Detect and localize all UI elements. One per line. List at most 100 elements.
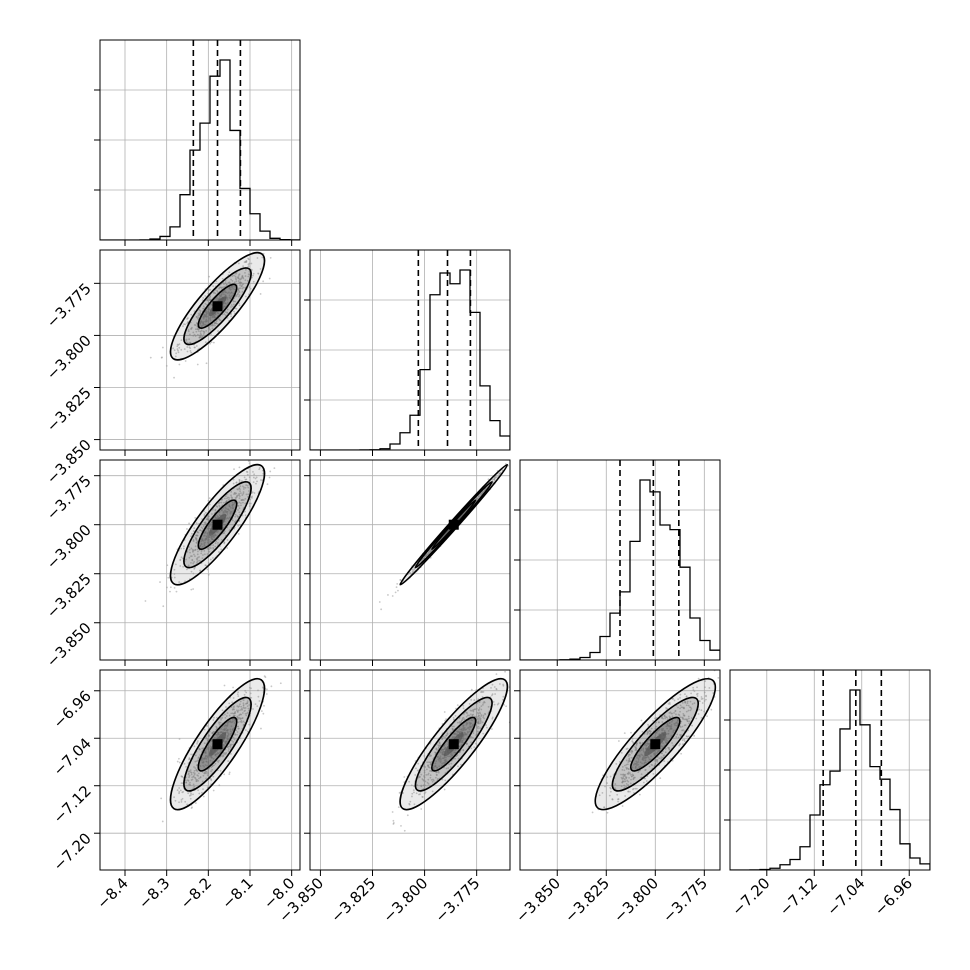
- sample-point: [226, 283, 228, 286]
- sample-point: [208, 289, 210, 291]
- sample-point: [253, 473, 256, 476]
- sample-point: [205, 537, 208, 540]
- sample-point: [629, 772, 631, 775]
- y-tick-label: −3.775: [43, 279, 95, 331]
- sample-point: [478, 707, 481, 709]
- y-tick-label: −7.12: [50, 782, 95, 827]
- histogram-panel: [94, 39, 301, 246]
- sample-point: [652, 772, 655, 775]
- sample-point: [225, 751, 228, 754]
- sample-point: [661, 721, 664, 723]
- sample-point: [625, 759, 628, 762]
- sample-point: [215, 540, 218, 543]
- sample-point: [641, 754, 644, 757]
- sample-point: [198, 777, 200, 780]
- sample-point: [186, 528, 188, 530]
- sample-point: [481, 492, 484, 494]
- x-tick-label: −6.96: [871, 874, 916, 919]
- x-tick-label: −7.12: [776, 874, 821, 919]
- sample-point: [191, 548, 194, 551]
- sample-point: [223, 501, 225, 504]
- sample-point: [502, 695, 505, 698]
- sample-point: [687, 715, 690, 718]
- sample-point: [224, 506, 227, 509]
- sample-point: [204, 758, 207, 760]
- sample-point: [211, 323, 214, 326]
- sample-point: [471, 736, 474, 739]
- sample-point: [197, 759, 200, 762]
- sample-point: [193, 346, 196, 349]
- sample-point: [547, 654, 549, 656]
- sample-point: [673, 712, 675, 714]
- sample-point: [217, 502, 220, 505]
- sample-point: [229, 286, 232, 289]
- sample-point: [399, 579, 402, 581]
- sample-point: [456, 721, 459, 724]
- sample-point: [193, 769, 196, 772]
- sample-point: [219, 286, 222, 289]
- sample-point: [187, 564, 190, 567]
- sample-point: [252, 274, 254, 277]
- sample-point: [210, 523, 213, 526]
- sample-point: [188, 548, 191, 551]
- sample-point: [473, 699, 476, 701]
- sample-point: [476, 717, 479, 720]
- sample-point: [231, 501, 234, 504]
- sample-point: [609, 787, 612, 790]
- sample-point: [444, 761, 447, 764]
- sample-point: [266, 483, 269, 486]
- sample-point: [173, 586, 176, 589]
- sample-point: [180, 799, 183, 801]
- sample-point: [234, 513, 237, 516]
- sample-point: [194, 324, 197, 327]
- sample-point: [235, 496, 238, 499]
- sample-point: [223, 509, 226, 512]
- sample-point: [627, 790, 630, 793]
- sample-point: [192, 793, 194, 796]
- sample-point: [491, 478, 494, 481]
- sample-point: [244, 295, 247, 298]
- sample-point: [186, 346, 189, 348]
- sample-point: [465, 721, 468, 724]
- sample-point: [226, 729, 228, 732]
- sample-point: [247, 263, 250, 266]
- sample-point: [267, 454, 269, 456]
- sample-point: [231, 503, 234, 506]
- sample-point: [250, 262, 253, 265]
- sample-point: [215, 280, 218, 283]
- sample-point: [216, 514, 218, 517]
- sample-point: [242, 720, 245, 723]
- sample-point: [257, 689, 259, 692]
- sample-point: [232, 729, 234, 732]
- density-panel: [304, 459, 511, 666]
- sample-point: [641, 730, 644, 733]
- sample-point: [491, 693, 494, 696]
- sample-point: [236, 693, 239, 696]
- sample-point: [463, 713, 465, 715]
- sample-point: [201, 537, 204, 540]
- sample-point: [625, 768, 628, 770]
- sample-point: [196, 560, 199, 563]
- sample-point: [408, 803, 411, 806]
- panel-frame: [519, 669, 721, 871]
- sample-point: [201, 545, 204, 548]
- sample-point: [668, 715, 671, 718]
- sample-point: [193, 527, 196, 530]
- sample-point: [178, 792, 180, 795]
- sample-point: [696, 692, 699, 695]
- sample-point: [470, 709, 473, 712]
- sample-point: [257, 695, 260, 698]
- sample-point: [216, 506, 219, 508]
- sample-point: [420, 808, 423, 810]
- sample-point: [474, 742, 477, 745]
- sample-point: [228, 505, 231, 508]
- sample-point: [685, 735, 688, 738]
- sample-point: [224, 294, 227, 297]
- sample-point: [270, 685, 273, 688]
- sample-point: [690, 717, 693, 719]
- sample-point: [631, 737, 634, 740]
- sample-point: [655, 759, 658, 761]
- sample-point: [186, 550, 189, 553]
- sample-point: [693, 702, 696, 705]
- density-peak: [650, 739, 661, 750]
